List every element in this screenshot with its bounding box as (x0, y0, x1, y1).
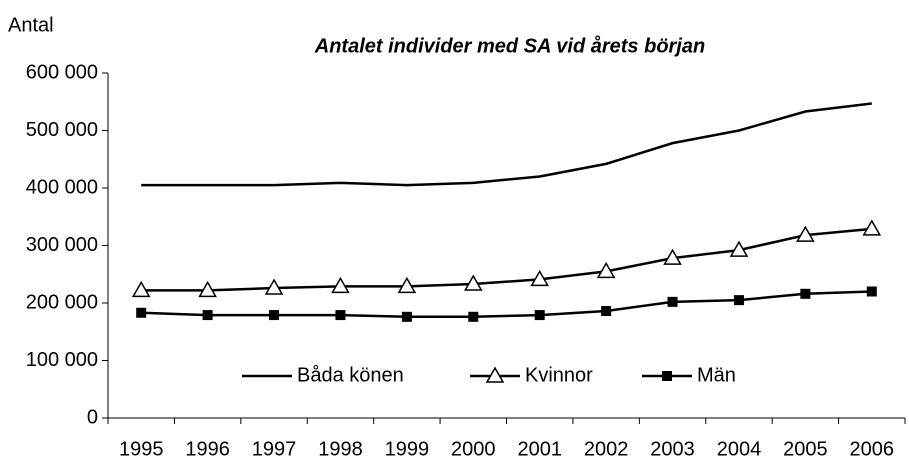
marker-square (202, 310, 213, 321)
marker-square (401, 311, 412, 322)
marker-triangle (397, 276, 417, 294)
y-tick-label: 200 000 (26, 291, 98, 313)
marker-square (662, 371, 672, 381)
chart-title: Antalet individer med SA vid årets börja… (314, 34, 705, 57)
marker-triangle (198, 280, 217, 298)
x-tick-label: 2002 (584, 438, 629, 460)
marker-square (866, 286, 877, 297)
legend-label: Män (697, 364, 736, 386)
x-tick-label: 2005 (783, 438, 828, 460)
y-axis-label: Antal (8, 14, 54, 36)
x-tick-label: 2003 (650, 438, 695, 460)
y-tick-label: 100 000 (26, 349, 98, 371)
x-tick-label: 2004 (717, 438, 762, 460)
marker-triangle (729, 240, 749, 257)
series-line (141, 102, 872, 187)
marker-triangle (485, 366, 505, 383)
y-tick-label: 600 000 (26, 61, 98, 83)
marker-square (534, 310, 545, 321)
series-line (141, 227, 872, 292)
x-tick-label: 1999 (385, 438, 430, 460)
marker-square (468, 311, 479, 322)
legend-label: Kvinnor (525, 364, 593, 386)
marker-triangle (463, 274, 483, 291)
marker-square (335, 310, 346, 321)
marker-square (601, 306, 612, 317)
marker-triangle (530, 269, 550, 287)
marker-triangle (796, 225, 815, 242)
x-tick-label: 1997 (252, 438, 297, 460)
marker-triangle (596, 261, 616, 279)
marker-triangle (862, 219, 882, 236)
marker-triangle (331, 276, 350, 294)
marker-square (136, 307, 147, 318)
legend-label: Båda könen (297, 364, 404, 386)
marker-triangle (663, 248, 682, 265)
marker-square (800, 288, 811, 299)
x-tick-label: 1998 (318, 438, 363, 460)
marker-square (269, 310, 280, 321)
series-line (141, 290, 872, 319)
x-tick-label: 1996 (185, 438, 230, 460)
y-tick-label: 500 000 (26, 119, 98, 141)
marker-triangle (131, 280, 151, 298)
marker-square (667, 296, 678, 307)
y-tick-label: 400 000 (26, 176, 98, 198)
marker-square (733, 295, 744, 306)
x-tick-label: 2006 (850, 438, 895, 460)
x-tick-label: 2000 (451, 438, 496, 460)
y-tick-label: 300 000 (26, 234, 98, 256)
y-tick-label: 0 (87, 406, 98, 428)
marker-triangle (264, 278, 284, 295)
x-tick-label: 2001 (517, 438, 562, 460)
x-tick-label: 1995 (119, 438, 164, 460)
